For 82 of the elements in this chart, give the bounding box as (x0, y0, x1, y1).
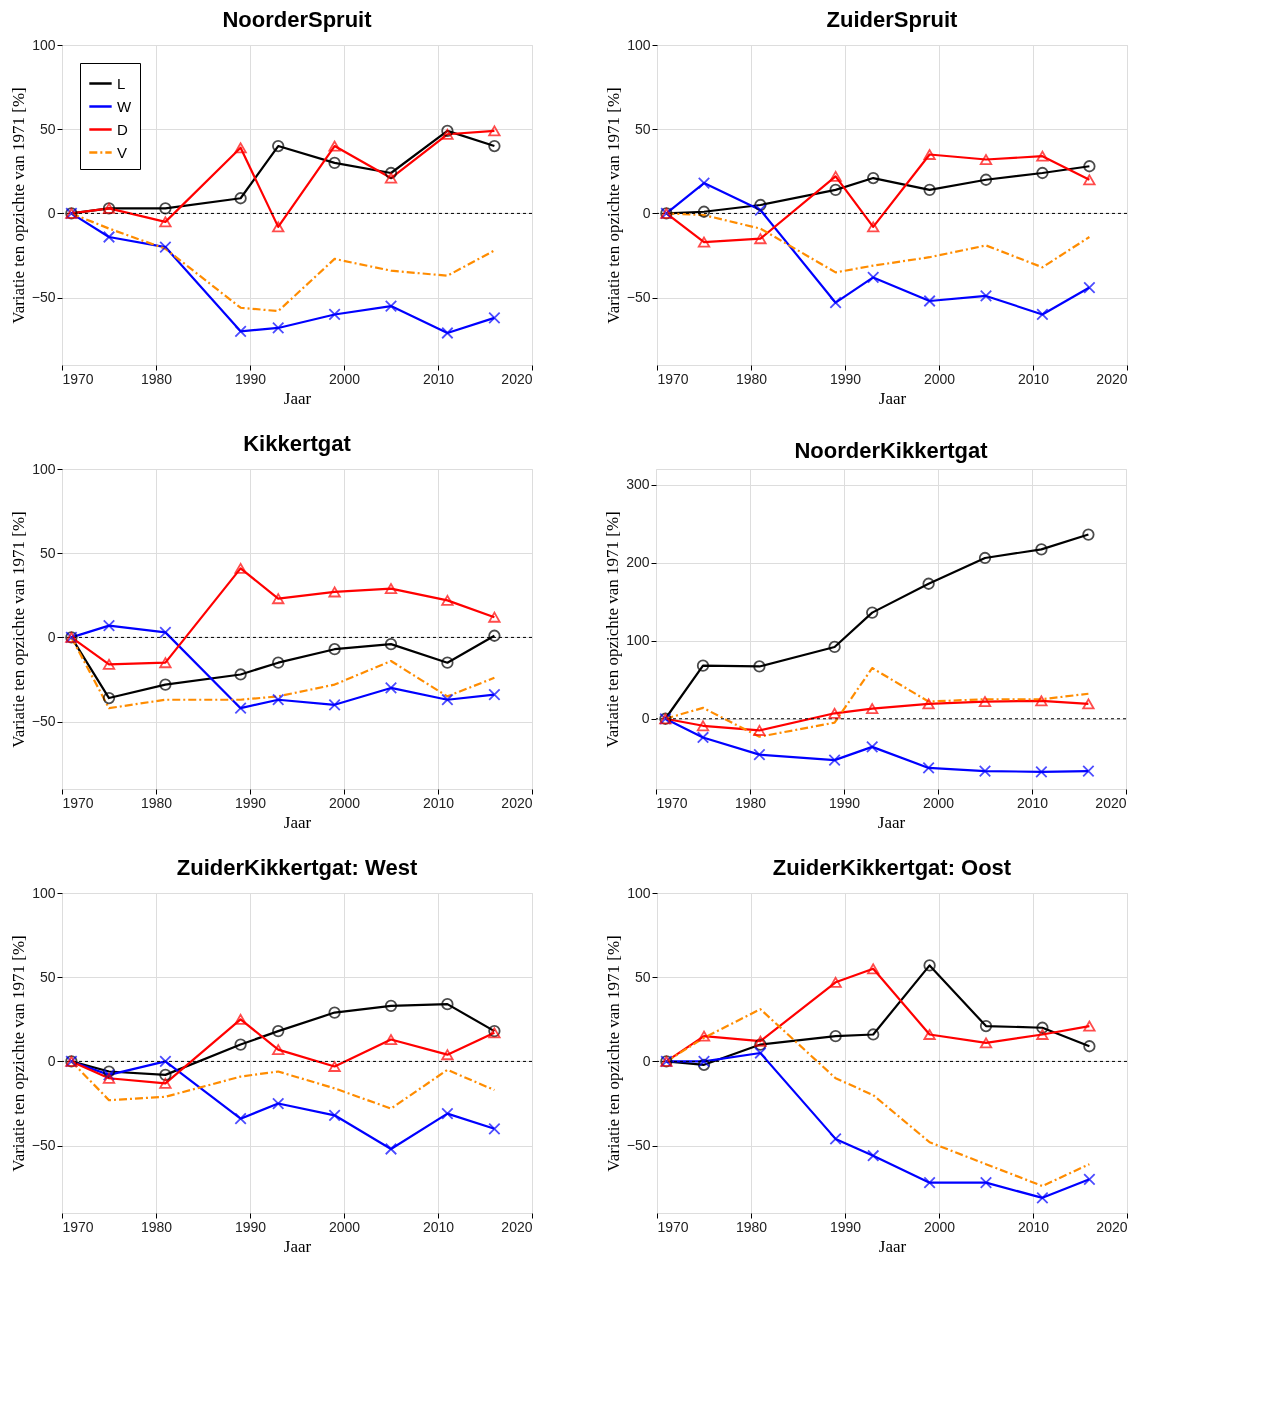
y-tick-label: 300 (626, 476, 650, 493)
y-tick-label: −50 (626, 289, 651, 306)
y-tick-label: 100 (626, 632, 650, 649)
y-tick-label: 50 (39, 120, 56, 137)
x-tick-label: 2000 (328, 1218, 361, 1235)
x-tick-label: 2010 (422, 370, 455, 387)
x-tick-label: 2000 (328, 370, 361, 387)
y-tick-label: 0 (642, 1052, 651, 1069)
y-tick-label: 50 (39, 968, 56, 985)
y-tick-label: 100 (32, 884, 56, 901)
x-tick-label: 1990 (234, 370, 267, 387)
y-tick-label: −50 (31, 289, 56, 306)
x-tick-label: 1970 (62, 1218, 94, 1235)
x-axis-title: Jaar (878, 1236, 907, 1256)
legend-label: L (117, 74, 126, 92)
x-axis-title: Jaar (283, 1236, 312, 1256)
y-tick-label: −50 (31, 713, 56, 730)
x-tick-label: 2010 (422, 794, 455, 811)
y-tick-label: −50 (626, 1137, 651, 1154)
y-tick-label: 0 (47, 628, 56, 645)
x-tick-label: 2010 (1016, 794, 1049, 811)
x-tick-label: 2020 (1096, 370, 1128, 387)
x-axis-title: Jaar (878, 388, 907, 408)
y-tick-label: 100 (32, 36, 56, 53)
x-tick-label: 1990 (829, 1218, 862, 1235)
x-axis-title: Jaar (877, 812, 906, 832)
x-tick-label: 1980 (140, 794, 173, 811)
y-tick-label: 200 (626, 554, 650, 571)
x-tick-label: 2000 (328, 794, 361, 811)
y-tick-label: 50 (634, 968, 651, 985)
chart-title: NoorderSpruit (222, 7, 373, 32)
x-tick-label: 2000 (923, 1218, 956, 1235)
y-tick-label: 100 (32, 460, 56, 477)
legend-label: W (117, 97, 132, 115)
y-tick-label: 100 (627, 36, 651, 53)
x-tick-label: 2000 (923, 370, 956, 387)
y-tick-label: 50 (634, 120, 651, 137)
x-tick-label: 1990 (828, 794, 861, 811)
x-tick-label: 2020 (501, 1218, 533, 1235)
x-tick-label: 1970 (62, 370, 94, 387)
x-tick-label: 1980 (734, 794, 767, 811)
x-tick-label: 1990 (829, 370, 862, 387)
y-tick-label: 0 (642, 204, 651, 221)
x-tick-label: 2010 (1017, 1218, 1050, 1235)
y-axis-title: Variatie ten opzichte van 1971 [%] (8, 87, 28, 324)
x-tick-label: 1980 (140, 1218, 173, 1235)
x-axis-title: Jaar (283, 812, 312, 832)
chart-title: ZuiderSpruit (826, 7, 959, 32)
x-tick-label: 1970 (62, 794, 94, 811)
x-tick-label: 2020 (1095, 794, 1127, 811)
x-tick-label: 1970 (657, 1218, 689, 1235)
x-tick-label: 2010 (1017, 370, 1050, 387)
y-axis-title: Variatie ten opzichte van 1971 [%] (603, 511, 623, 748)
legend-label: D (117, 120, 128, 138)
x-tick-label: 1990 (234, 794, 267, 811)
y-axis-title: Variatie ten opzichte van 1971 [%] (603, 87, 623, 324)
y-tick-label: 0 (47, 1052, 56, 1069)
x-tick-label: 2020 (1096, 1218, 1128, 1235)
x-tick-label: 1980 (735, 1218, 768, 1235)
y-tick-label: 0 (47, 204, 56, 221)
chart-title: ZuiderKikkertgat: West (176, 855, 418, 880)
y-tick-label: 100 (627, 884, 651, 901)
x-tick-label: 1990 (234, 1218, 267, 1235)
y-tick-label: −50 (31, 1137, 56, 1154)
y-axis-title: Variatie ten opzichte van 1971 [%] (603, 935, 623, 1172)
chart-title: Kikkertgat (243, 431, 352, 456)
y-tick-label: 50 (39, 544, 56, 561)
chart-title: NoorderKikkertgat (794, 438, 989, 463)
y-axis-title: Variatie ten opzichte van 1971 [%] (8, 511, 28, 748)
x-tick-label: 2010 (422, 1218, 455, 1235)
x-tick-label: 2020 (501, 794, 533, 811)
x-tick-label: 2020 (501, 370, 533, 387)
x-tick-label: 1980 (140, 370, 173, 387)
chart-title: ZuiderKikkertgat: Oost (772, 855, 1012, 880)
x-tick-label: 1970 (656, 794, 688, 811)
x-tick-label: 2000 (922, 794, 955, 811)
x-tick-label: 1980 (735, 370, 768, 387)
x-axis-title: Jaar (283, 388, 312, 408)
legend-label: V (117, 143, 128, 161)
y-tick-label: 0 (641, 710, 650, 727)
x-tick-label: 1970 (657, 370, 689, 387)
y-axis-title: Variatie ten opzichte van 1971 [%] (8, 935, 28, 1172)
